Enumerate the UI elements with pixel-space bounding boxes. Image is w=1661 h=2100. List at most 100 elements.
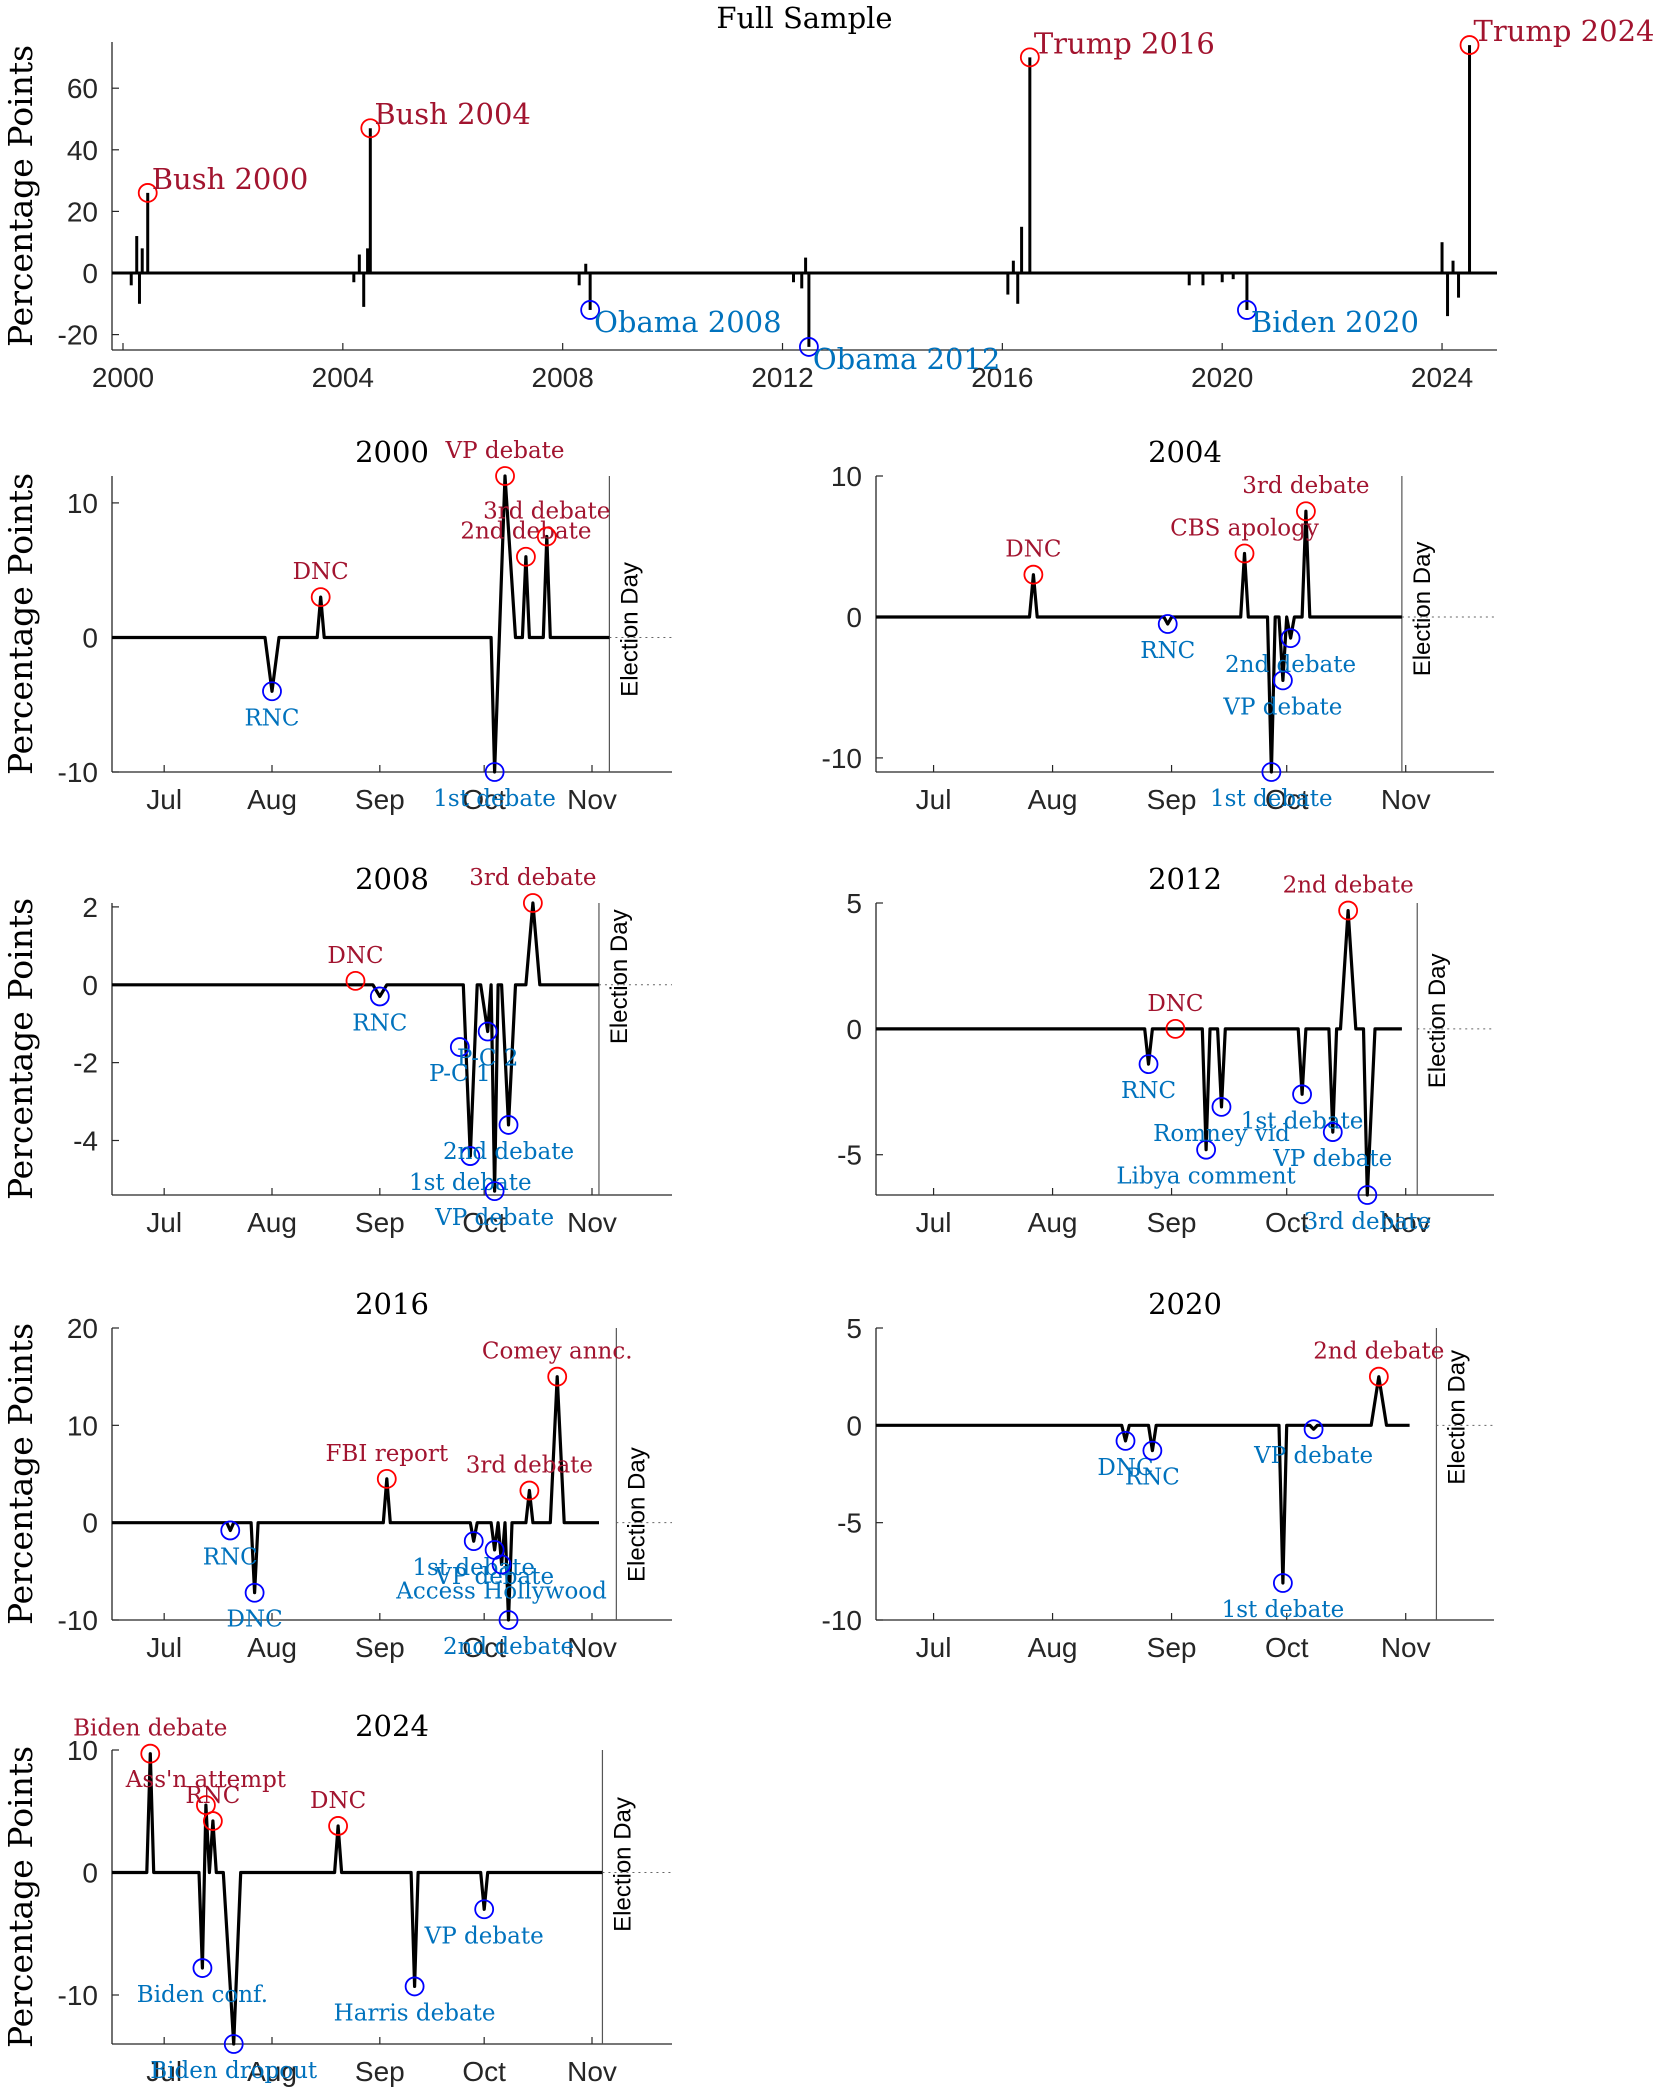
- event-marker: [328, 1816, 348, 1836]
- series-line: [876, 1375, 1410, 1585]
- x-tick-label: Jul: [916, 1632, 952, 1663]
- chart-panel-y2008: -4 -2 0 2 Jul Aug Sep Oct Nov 2008 Percentage Poin…: [1, 862, 672, 1238]
- x-tick-label: Jul: [146, 1207, 182, 1238]
- event-label: Comey annc.: [482, 1339, 633, 1365]
- event-marker: [547, 1366, 568, 1387]
- election-day-label: Election Day: [609, 1797, 636, 1932]
- event-label: 2nd debate: [460, 519, 591, 545]
- election-day-label: Election Day: [616, 562, 643, 697]
- event-marker: [1459, 35, 1480, 55]
- chart-title: 2020: [1148, 1287, 1222, 1321]
- x-tick-label: Jul: [916, 784, 952, 815]
- series-line: [112, 1752, 603, 2046]
- event-label: DNC: [1147, 991, 1203, 1017]
- event-marker: [376, 1468, 397, 1489]
- event-label: 3rd debate: [1242, 473, 1369, 499]
- election-day-label: Election Day: [1443, 1350, 1470, 1485]
- chart-panel-full: -20 0 20 40 60 2000 2004 2008 2012 2016 2020 2024 Fu…: [1, 1, 1654, 393]
- y-tick-label: 0: [82, 258, 98, 289]
- x-tick-label: Nov: [567, 1632, 617, 1663]
- series-line: [112, 1375, 599, 1622]
- event-label: VP debate: [434, 1205, 554, 1231]
- x-tick-label: Nov: [567, 2056, 617, 2087]
- event-label: 3rd debate: [1304, 1209, 1431, 1235]
- x-tick-label: Nov: [1381, 1632, 1431, 1663]
- y-tick-label: -10: [58, 1980, 98, 2011]
- y-tick-label: 5: [846, 1313, 862, 1344]
- event-marker: [220, 1520, 241, 1541]
- x-tick-label: Sep: [355, 1632, 405, 1663]
- event-marker: [202, 1811, 223, 1831]
- event-label: 1st debate: [1210, 786, 1333, 812]
- y-tick-label: -4: [73, 1125, 98, 1156]
- chart-panel-y2016: -10 0 10 20 Jul Aug Sep Oct Nov 2016 Percentage Po…: [1, 1287, 672, 1663]
- y-tick-label: 60: [67, 73, 98, 104]
- event-label: DNC: [327, 943, 383, 969]
- x-tick-label: Nov: [567, 784, 617, 815]
- event-marker: [404, 1976, 425, 1997]
- y-tick-label: 0: [82, 1508, 98, 1539]
- y-tick-label: 10: [67, 488, 98, 519]
- event-marker: [1211, 1096, 1232, 1117]
- y-tick-label: 0: [846, 1410, 862, 1441]
- chart-panel-y2004: -10 0 10 Jul Aug Sep Oct Nov 2004 Election Day DNC…: [822, 435, 1494, 815]
- event-marker: [495, 466, 515, 486]
- chart-panel-y2012: -5 0 5 Jul Aug Sep Oct Nov 2012 Election Day RNC DN…: [837, 862, 1494, 1238]
- x-tick-label: Aug: [1028, 784, 1078, 815]
- event-marker: [474, 1899, 495, 1920]
- event-marker: [460, 1146, 481, 1166]
- chart-panel-y2000: -10 0 10 Jul Aug Sep Oct Nov 2000 Percentage Poin…: [1, 435, 672, 815]
- y-tick-label: 20: [67, 196, 98, 227]
- x-tick-label: Aug: [247, 2056, 297, 2087]
- x-tick-label: Oct: [1265, 1632, 1309, 1663]
- y-axis-label: Percentage Points: [1, 898, 40, 1200]
- chart-title: 2004: [1148, 435, 1222, 469]
- event-label: Obama 2012: [813, 342, 1000, 376]
- x-tick-label: 2016: [971, 362, 1033, 393]
- event-label: 1st debate: [409, 1170, 532, 1196]
- event-marker: [580, 300, 601, 320]
- event-label: 2nd debate: [443, 1139, 574, 1165]
- event-marker: [310, 587, 331, 607]
- event-label: Obama 2008: [594, 305, 781, 339]
- event-marker: [1023, 564, 1044, 585]
- y-tick-label: 20: [67, 1313, 98, 1344]
- x-tick-label: Sep: [1147, 1632, 1197, 1663]
- election-day-label: Election Day: [1424, 953, 1451, 1088]
- y-tick-label: -10: [822, 743, 862, 774]
- x-tick-label: 2020: [1191, 362, 1253, 393]
- election-day-label: Election Day: [606, 909, 633, 1044]
- y-tick-label: -10: [58, 757, 98, 788]
- x-tick-label: Nov: [1381, 784, 1431, 815]
- event-label: DNC: [293, 559, 349, 585]
- event-marker: [491, 1554, 512, 1575]
- event-label: 1st debate: [1222, 1597, 1345, 1623]
- event-label: 3rd debate: [469, 865, 596, 891]
- event-marker: [1368, 1366, 1389, 1387]
- event-marker: [519, 1480, 540, 1501]
- y-axis-label: Percentage Points: [1, 1746, 40, 2048]
- x-tick-label: 2000: [92, 362, 154, 393]
- event-label: VP debate: [424, 1923, 544, 1949]
- event-label: Trump 2016: [1034, 26, 1215, 60]
- event-label: CBS apology: [1170, 516, 1319, 542]
- event-marker: [516, 546, 536, 567]
- y-tick-label: 5: [846, 888, 862, 919]
- y-tick-label: -10: [58, 1605, 98, 1636]
- series-line: [112, 901, 599, 1193]
- event-label: 2nd debate: [443, 1634, 574, 1660]
- x-tick-label: 2024: [1411, 362, 1473, 393]
- event-label: RNC: [1140, 638, 1195, 664]
- chart-panel-y2020: -10 -5 0 5 Jul Aug Sep Oct Nov 2020 Election Day DN…: [822, 1287, 1494, 1663]
- chart-title: 2024: [355, 1709, 429, 1743]
- y-tick-label: 0: [82, 622, 98, 653]
- event-label: RNC: [185, 1783, 240, 1809]
- event-marker: [1019, 47, 1040, 68]
- event-marker: [1322, 1122, 1343, 1142]
- event-label: 3rd debate: [483, 499, 610, 525]
- event-marker: [1280, 628, 1301, 648]
- event-label: VP debate: [1222, 694, 1342, 720]
- event-marker: [137, 183, 158, 203]
- event-marker: [1261, 762, 1282, 782]
